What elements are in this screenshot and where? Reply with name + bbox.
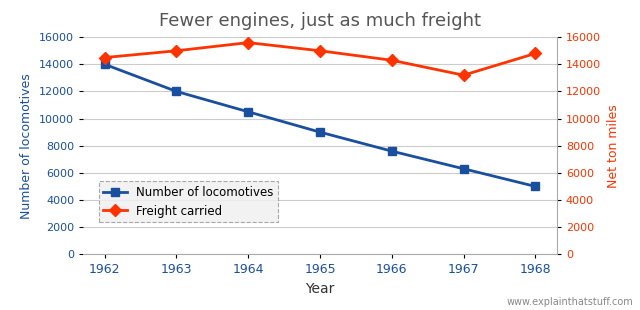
Legend: Number of locomotives, Freight carried: Number of locomotives, Freight carried: [99, 181, 278, 222]
Y-axis label: Net ton miles: Net ton miles: [607, 104, 620, 188]
Text: www.explainthatstuff.com: www.explainthatstuff.com: [507, 297, 634, 307]
X-axis label: Year: Year: [305, 282, 335, 296]
Y-axis label: Number of locomotives: Number of locomotives: [20, 73, 33, 219]
Title: Fewer engines, just as much freight: Fewer engines, just as much freight: [159, 12, 481, 30]
